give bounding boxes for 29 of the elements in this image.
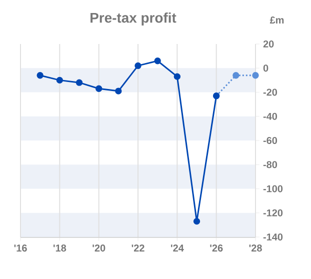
x-tick-label: '18: [53, 244, 66, 252]
point: [95, 85, 102, 92]
point: [115, 88, 122, 94]
x-tick-label: '16: [14, 244, 27, 252]
y-tick-label: 0: [263, 64, 268, 72]
x-tick-label: '24: [170, 244, 184, 252]
point: [193, 218, 200, 225]
x-tick-label: '28: [249, 244, 262, 252]
y-tick-label: -20: [263, 88, 278, 96]
point: [154, 58, 161, 64]
x-tick-label: '26: [210, 244, 223, 252]
y-tick-label: -60: [263, 136, 278, 144]
x-tick-label: '20: [92, 244, 106, 252]
y-tick-label: -40: [263, 112, 278, 120]
y-tick-label: -80: [263, 161, 278, 168]
point: [232, 72, 240, 79]
point: [252, 72, 259, 79]
x-tick-label: '22: [132, 244, 144, 252]
point: [174, 73, 181, 80]
y-tick-label: -140: [263, 233, 283, 241]
chart-title: Pre-tax profit: [90, 12, 176, 26]
point: [76, 79, 83, 86]
point: [134, 62, 142, 70]
point: [56, 76, 64, 84]
point: [36, 72, 44, 79]
y-tick-label: 20: [263, 40, 274, 48]
y-tick-label: -120: [263, 209, 283, 216]
y-axis-title: £m: [270, 16, 284, 24]
y-tick-label: -100: [263, 185, 283, 192]
